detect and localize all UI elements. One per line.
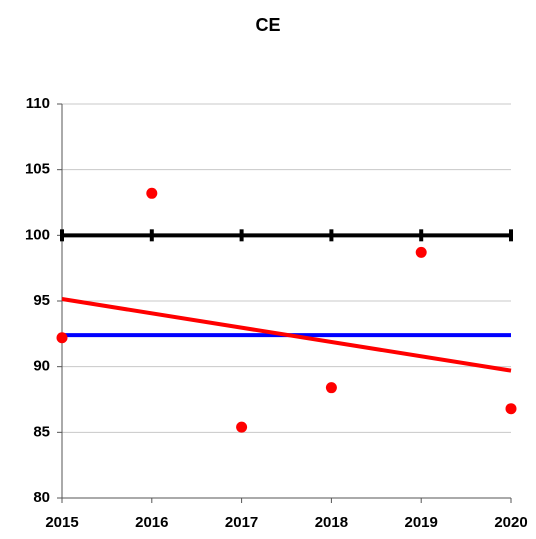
y-tick-label: 85 [33, 423, 50, 440]
x-tick-label: 2019 [405, 514, 438, 531]
y-tick-label: 100 [25, 226, 50, 243]
x-tick-label: 2015 [45, 514, 78, 531]
y-tick-label: 110 [26, 95, 50, 112]
y-tick-label: 80 [33, 489, 50, 506]
y-tick-label: 95 [33, 292, 50, 309]
line [61, 297, 512, 373]
scatter-point [146, 187, 158, 199]
scatter-point [505, 403, 517, 415]
scatter-point [415, 246, 427, 258]
y-tick-label: 90 [33, 358, 50, 375]
x-tick-label: 2017 [225, 514, 258, 531]
chart-title: CE [255, 15, 280, 35]
x-tick-label: 2020 [494, 514, 527, 531]
y-tick-label: 105 [25, 161, 50, 178]
scatter-point [236, 421, 248, 433]
x-tick-label: 2018 [315, 514, 348, 531]
x-tick-label: 2016 [135, 514, 168, 531]
scatter-point [325, 382, 337, 394]
scatter-point [56, 332, 68, 344]
